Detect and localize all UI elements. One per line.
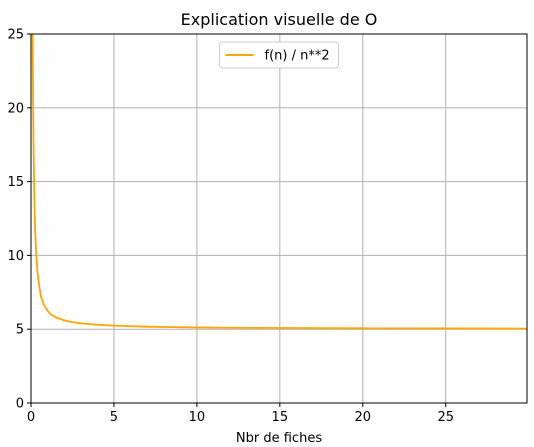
plot-area: 0 5 10 15 20 25 0 5 10 15 20 25 — [7, 28, 528, 425]
series-line — [31, 34, 527, 330]
y-tick-label: 0 — [16, 397, 24, 412]
x-tick-label: 0 — [27, 410, 35, 425]
legend-label: f(n) / n**2 — [265, 49, 330, 64]
y-tick-label: 5 — [16, 323, 24, 338]
x-axis: 0 5 10 15 20 25 — [27, 403, 454, 425]
chart-title: Explication visuelle de O — [181, 10, 378, 29]
grid — [30, 33, 527, 404]
series-layer — [31, 34, 527, 330]
legend-box — [219, 41, 339, 69]
plot-background — [31, 34, 527, 403]
x-tick-label: 5 — [110, 410, 118, 425]
y-tick-label: 15 — [7, 175, 24, 190]
x-axis-label: Nbr de fiches — [236, 431, 322, 446]
x-tick-label: 10 — [189, 410, 206, 425]
x-tick-label: 25 — [437, 410, 454, 425]
y-tick-label: 10 — [7, 249, 24, 264]
y-tick-label: 20 — [7, 101, 24, 116]
y-axis: 0 5 10 15 20 25 — [7, 28, 31, 412]
legend: f(n) / n**2 — [219, 41, 339, 69]
x-tick-label: 20 — [354, 410, 371, 425]
x-tick-label: 15 — [272, 410, 289, 425]
y-tick-label: 25 — [7, 28, 24, 43]
plot-frame — [30, 33, 528, 404]
